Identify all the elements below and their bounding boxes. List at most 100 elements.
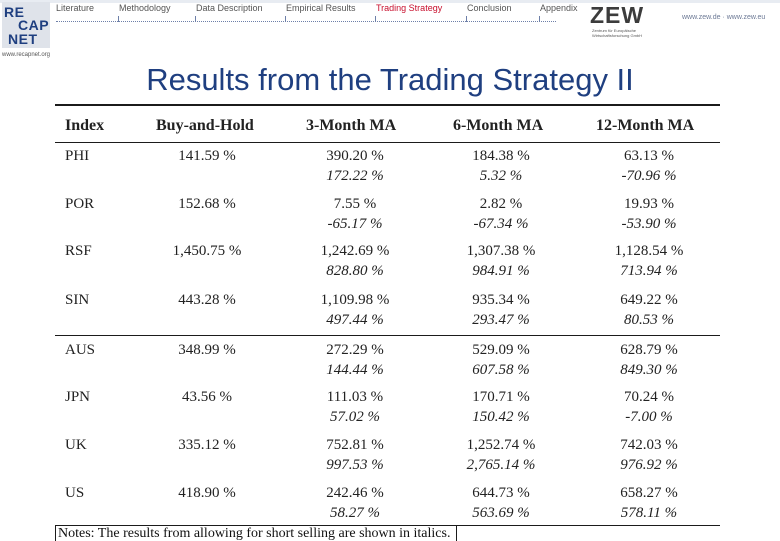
- cell-m12-short: -70.96 %: [621, 168, 677, 184]
- cell-m3: 390.20 %: [326, 148, 384, 164]
- cell-m12: 742.03 %: [620, 437, 678, 453]
- cell-m12: 628.79 %: [620, 342, 678, 358]
- logo-line-3: NET: [8, 31, 38, 47]
- cell-m12: 658.27 %: [620, 485, 678, 501]
- cell-m3-short: 144.44 %: [326, 362, 384, 378]
- cell-m12: 19.93 %: [624, 196, 674, 212]
- header-3-month-ma: 3-Month MA: [306, 117, 397, 134]
- header-index: Index: [65, 117, 105, 134]
- cell-bh: 1,450.75 %: [172, 243, 242, 259]
- cell-index: JPN: [65, 389, 91, 405]
- header-6-month-ma: 6-Month MA: [453, 117, 544, 134]
- logo-line-2: CAP: [18, 17, 50, 33]
- cell-m3: 1,242.69 %: [320, 243, 390, 259]
- nav-item-literature[interactable]: Literature: [56, 3, 95, 13]
- slide-title: Results from the Trading Strategy II: [146, 62, 634, 97]
- cell-m3: 242.46 %: [326, 485, 384, 501]
- nav-item-conclusion[interactable]: Conclusion: [467, 3, 512, 13]
- nav-tick: [118, 16, 119, 22]
- logo-line-1: RE: [4, 4, 25, 20]
- cell-bh: 335.12 %: [178, 437, 236, 453]
- nav-item-trading-strategy[interactable]: Trading Strategy: [376, 3, 443, 13]
- logo-background: [2, 2, 50, 48]
- cell-m3: 7.55 %: [333, 196, 377, 212]
- nav-item-empirical-results[interactable]: Empirical Results: [286, 3, 356, 13]
- zew-wordmark: ZEW: [590, 2, 645, 28]
- cell-m6: 644.73 %: [472, 485, 530, 501]
- cell-m3-short: 58.27 %: [330, 505, 380, 521]
- cell-m6-short: -67.34 %: [473, 216, 529, 232]
- cell-bh: 141.59 %: [178, 148, 236, 164]
- cell-m3-short: 57.02 %: [330, 409, 380, 425]
- cell-m12-short: 578.11 %: [620, 505, 678, 521]
- header-buy-and-hold: Buy-and-Hold: [156, 117, 254, 134]
- cell-m3-short: 497.44 %: [326, 312, 384, 328]
- nav-item-data-description[interactable]: Data Description: [196, 3, 263, 13]
- nav-item-methodology[interactable]: Methodology: [119, 3, 171, 13]
- cell-m3: 111.03 %: [326, 389, 384, 405]
- nav-tick: [539, 16, 540, 22]
- cell-bh: 348.99 %: [178, 342, 236, 358]
- cell-bh: 443.28 %: [178, 292, 236, 308]
- cell-m12-short: 713.94 %: [620, 263, 678, 279]
- cell-m3-short: 997.53 %: [326, 457, 384, 473]
- cell-m12: 70.24 %: [624, 389, 674, 405]
- header-rule: [55, 142, 720, 143]
- cell-m6-short: 293.47 %: [472, 312, 530, 328]
- cell-m12: 649.22 %: [620, 292, 678, 308]
- cell-bh: 418.90 %: [178, 485, 236, 501]
- cell-index: AUS: [65, 342, 96, 358]
- cell-m3: 752.81 %: [326, 437, 384, 453]
- cell-index: US: [65, 485, 85, 501]
- nav-tick: [375, 16, 376, 22]
- cell-m12-short: -53.90 %: [621, 216, 677, 232]
- cell-m12-short: 849.30 %: [620, 362, 678, 378]
- zew-subtitle: Zentrum für Europäische Wirtschaftsforsc…: [592, 28, 643, 38]
- cell-m6: 184.38 %: [472, 148, 530, 164]
- cell-m3-short: 172.22 %: [326, 168, 384, 184]
- cell-m3: 1,109.98 %: [320, 292, 390, 308]
- cell-m12: 1,128.54 %: [614, 243, 684, 259]
- cell-m3-short: -65.17 %: [327, 216, 383, 232]
- cell-m12-short: 976.92 %: [620, 457, 678, 473]
- cell-m6: 529.09 %: [472, 342, 530, 358]
- cell-m6-short: 563.69 %: [472, 505, 530, 521]
- cell-m6: 170.71 %: [472, 389, 530, 405]
- cell-bh: 43.56 %: [182, 389, 232, 405]
- zew-url[interactable]: www.zew.de · www.zew.eu: [682, 14, 766, 21]
- cell-m12-short: -7.00 %: [625, 409, 673, 425]
- cell-m3: 272.29 %: [326, 342, 384, 358]
- cell-index: PHI: [65, 148, 90, 164]
- cell-m6-short: 984.91 %: [472, 263, 530, 279]
- header-top-stripe: [0, 0, 780, 3]
- cell-m12: 63.13 %: [624, 148, 674, 164]
- recapnet-logo[interactable]: RE CAP NET www.recapnet.org: [0, 0, 54, 64]
- header-12-month-ma: 12-Month MA: [596, 117, 695, 134]
- cell-m6-short: 150.42 %: [472, 409, 530, 425]
- cell-m6: 1,252.74 %: [466, 437, 536, 453]
- cell-m6: 2.82 %: [479, 196, 523, 212]
- zew-logo[interactable]: ZEW Zentrum für Europäische Wirtschaftsf…: [590, 2, 672, 38]
- cell-m6-short: 607.58 %: [472, 362, 530, 378]
- cell-m6-short: 2,765.14 %: [466, 457, 536, 473]
- cell-index: UK: [65, 437, 87, 453]
- cell-m12-short: 80.53 %: [624, 312, 674, 328]
- cell-m6-short: 5.32 %: [479, 168, 523, 184]
- cell-m6: 935.34 %: [472, 292, 530, 308]
- cell-index: RSF: [65, 243, 92, 259]
- nav-item-appendix[interactable]: Appendix: [540, 3, 578, 13]
- nav-tick: [285, 16, 286, 22]
- nav-dotted-line: [56, 21, 556, 22]
- group-rule: [55, 335, 720, 336]
- results-table: Index Buy-and-Hold 3-Month MA 6-Month MA…: [55, 104, 720, 526]
- cell-index: SIN: [65, 292, 90, 308]
- table-notes: Notes: The results from allowing for sho…: [55, 525, 457, 541]
- cell-bh: 152.68 %: [178, 196, 236, 212]
- nav-tick: [195, 16, 196, 22]
- section-nav: Literature Methodology Data Description …: [0, 0, 600, 24]
- cell-m3-short: 828.80 %: [326, 263, 384, 279]
- cell-index: POR: [65, 196, 95, 212]
- logo-url: www.recapnet.org: [2, 52, 51, 58]
- cell-m6: 1,307.38 %: [466, 243, 536, 259]
- nav-tick: [466, 16, 467, 22]
